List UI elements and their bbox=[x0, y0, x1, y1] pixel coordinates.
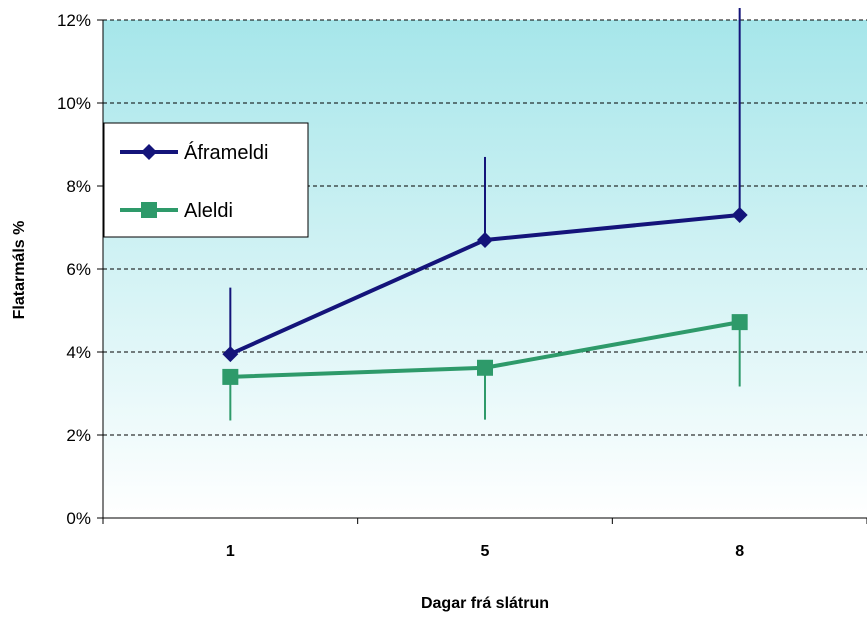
x-tick-label: 1 bbox=[226, 543, 235, 560]
series-1 bbox=[222, 8, 748, 363]
y-tick-label: 6% bbox=[66, 260, 91, 279]
data-point bbox=[731, 207, 748, 224]
legend-label: Aleldi bbox=[184, 200, 233, 222]
legend-box bbox=[103, 122, 309, 238]
y-axis-title: Flatarmáls % bbox=[11, 221, 28, 320]
y-axis-ticks: 0% 2% 4% 6% 8% 10% 12% bbox=[57, 11, 103, 528]
x-tick-label: 8 bbox=[735, 543, 744, 560]
y-tick-label: 4% bbox=[66, 343, 91, 362]
y-tick-label: 0% bbox=[66, 509, 91, 528]
y-tick-label: 2% bbox=[66, 426, 91, 445]
data-point bbox=[222, 346, 239, 363]
series-group bbox=[222, 8, 748, 421]
legend: Áframeldi Aleldi bbox=[103, 122, 309, 238]
data-point bbox=[477, 359, 493, 376]
legend-marker bbox=[141, 144, 157, 160]
x-axis-ticks: 1 5 8 bbox=[102, 518, 867, 560]
legend-label: Áframeldi bbox=[184, 141, 268, 164]
series-2 bbox=[222, 314, 748, 421]
legend-marker bbox=[141, 202, 157, 218]
data-point bbox=[222, 368, 239, 385]
y-tick-label: 10% bbox=[57, 94, 91, 113]
y-tick-label: 12% bbox=[57, 11, 91, 30]
data-point bbox=[477, 231, 493, 248]
x-axis-title: Dagar frá slátrun bbox=[421, 595, 549, 612]
data-point bbox=[731, 314, 748, 331]
x-tick-label: 5 bbox=[481, 543, 490, 560]
y-tick-label: 8% bbox=[66, 177, 91, 196]
